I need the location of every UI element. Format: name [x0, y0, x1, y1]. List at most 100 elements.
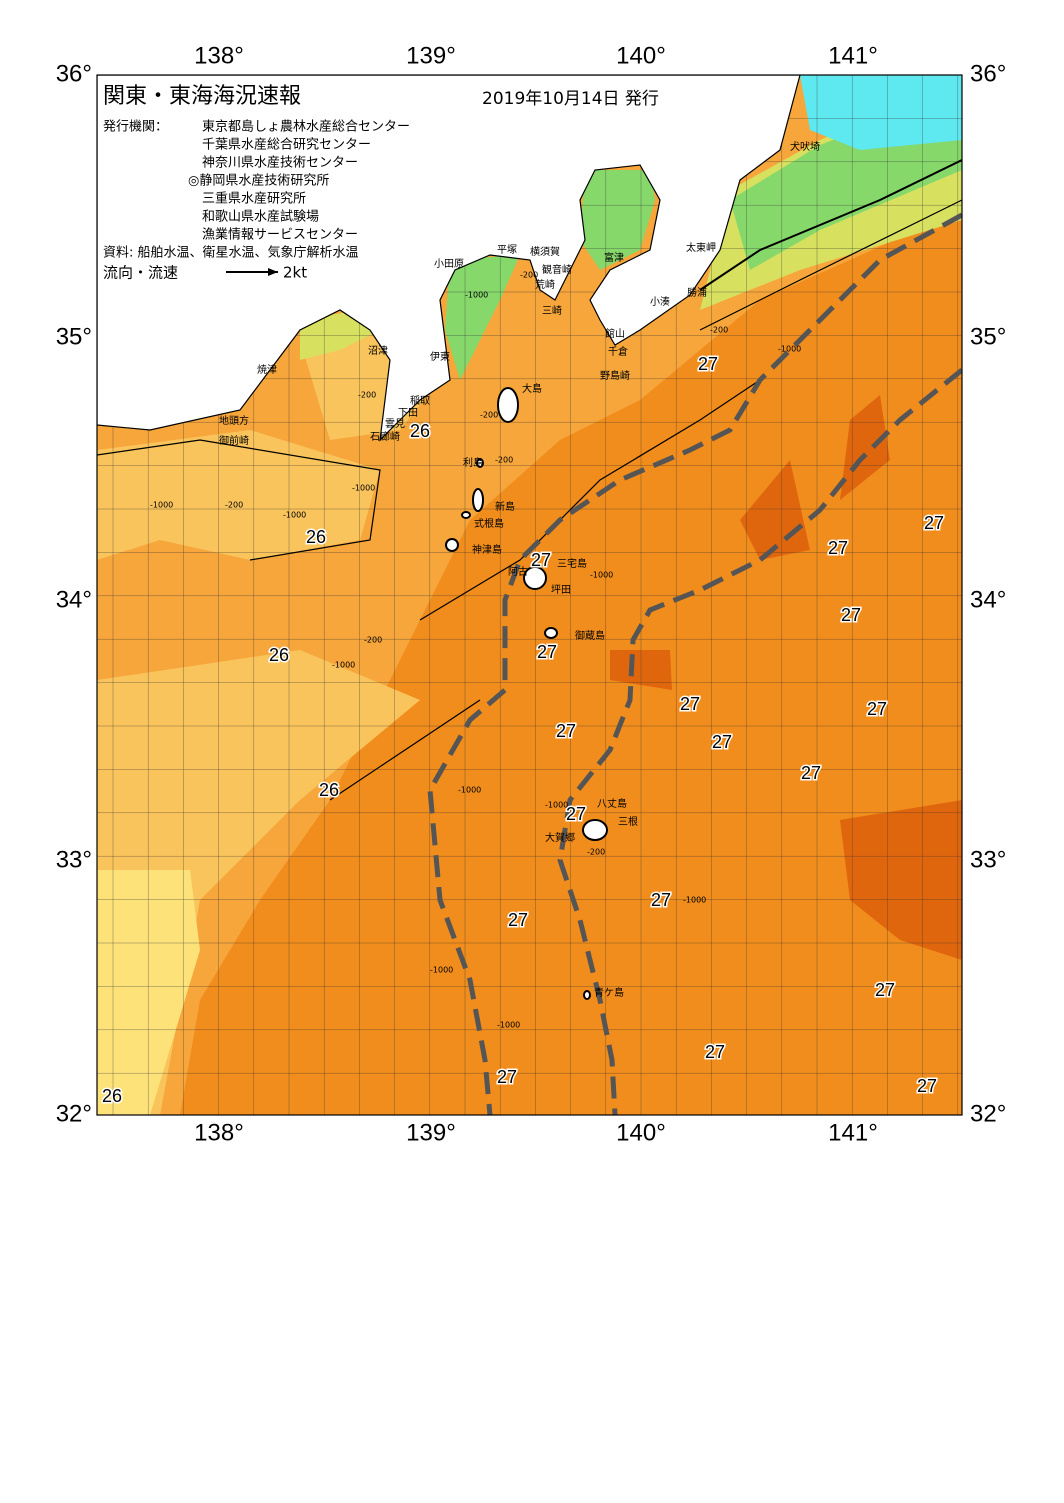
- depth-label: -200: [520, 271, 538, 280]
- temperature-label: 27: [651, 890, 671, 910]
- depth-label: -200: [225, 501, 243, 510]
- depth-label: -1000: [458, 786, 481, 795]
- place-label: 荒崎: [535, 278, 555, 291]
- latitude-label: 34°: [56, 586, 92, 613]
- latitude-label: 36°: [56, 60, 92, 87]
- longitude-label: 139°: [406, 42, 456, 69]
- temperature-label: 27: [841, 605, 861, 625]
- place-label: 新島: [495, 500, 515, 513]
- place-label: 神津島: [472, 543, 502, 556]
- island: [497, 387, 519, 423]
- temperature-label: 27: [917, 1076, 937, 1096]
- place-label: 三崎: [542, 304, 562, 317]
- place-label: 館山: [605, 327, 625, 340]
- depth-label: -1000: [430, 966, 453, 975]
- issuer: 神奈川県水産技術センター: [202, 155, 358, 171]
- latitude-label: 32°: [56, 1100, 92, 1127]
- place-label: 阿古: [508, 565, 528, 578]
- bay-cold-zone: [580, 170, 655, 270]
- place-label: 三宅島: [557, 557, 587, 570]
- place-label: 坪田: [551, 583, 571, 596]
- legend-label: 流向・流速: [103, 264, 178, 282]
- sea-cold-zone: [445, 255, 520, 380]
- place-label: 大島: [522, 382, 542, 395]
- map-area: [97, 75, 962, 1115]
- island: [583, 990, 591, 1000]
- place-label: 地頭方: [219, 414, 249, 427]
- islands: [445, 387, 608, 1000]
- place-label: 大賀郷: [545, 831, 575, 844]
- isotherm: [699, 159, 962, 291]
- kuroshio-path: [427, 212, 962, 1115]
- isotherm: [699, 199, 962, 331]
- temperature-label: 27: [566, 804, 586, 824]
- temperature-label: 26: [306, 527, 326, 547]
- legend-speed: 2kt: [283, 264, 307, 282]
- place-label: 平塚: [497, 244, 517, 256]
- latitude-label: 35°: [970, 323, 1006, 350]
- longitude-label: 138°: [194, 1119, 244, 1146]
- isotherm: [419, 379, 761, 621]
- issuer: 漁業情報サービスセンター: [202, 227, 358, 243]
- kuroshio-path: [557, 368, 962, 1115]
- island: [472, 488, 484, 512]
- issuer: 和歌山県水産試験場: [202, 209, 319, 225]
- sea-coldest-zone: [800, 75, 962, 150]
- longitude-label: 140°: [616, 42, 666, 69]
- temperature-label: 27: [875, 980, 895, 1000]
- island: [544, 627, 558, 639]
- place-label: 三根: [618, 815, 638, 828]
- place-label: 伊東: [430, 350, 450, 363]
- depth-label: -1000: [352, 484, 375, 493]
- place-label: 千倉: [608, 345, 628, 358]
- sea-28-zone: [840, 800, 962, 960]
- temperature-label: 27: [508, 910, 528, 930]
- issuer: 千葉県水産総合研究センター: [202, 137, 371, 153]
- depth-label: -1000: [332, 661, 355, 670]
- longitude-label: 139°: [406, 1119, 456, 1146]
- temperature-label: 26: [319, 780, 339, 800]
- place-label: 八丈島: [597, 797, 627, 810]
- place-label: 稲取: [410, 395, 430, 407]
- temperature-label: 27: [698, 354, 718, 374]
- place-label: 式根島: [474, 517, 504, 530]
- temperature-label: 27: [531, 550, 551, 570]
- place-label: 雲見: [385, 418, 405, 430]
- latitude-label: 33°: [56, 846, 92, 873]
- depth-label: -1000: [150, 501, 173, 510]
- place-label: 沼津: [368, 344, 388, 357]
- issuer: 東京都島しょ農林水産総合センター: [202, 119, 410, 135]
- latitude-label: 35°: [56, 323, 92, 350]
- land: [97, 75, 801, 442]
- depth-label: -1000: [283, 511, 306, 520]
- depth-label: -200: [710, 326, 728, 335]
- longitude-label: 140°: [616, 1119, 666, 1146]
- sea-28-zone: [840, 395, 890, 500]
- issuer-label: 発行機関：: [103, 120, 168, 135]
- depth-label: -1000: [545, 801, 568, 810]
- depth-label: -200: [480, 411, 498, 420]
- latitude-label: 34°: [970, 586, 1006, 613]
- place-label: 御前崎: [219, 434, 249, 447]
- issuer: 三重県水産研究所: [202, 191, 306, 207]
- place-label: 御蔵島: [575, 629, 605, 642]
- place-label: 小田原: [434, 258, 464, 270]
- temperature-label: 27: [705, 1042, 725, 1062]
- depth-label: -1000: [497, 1021, 520, 1030]
- isotherm: [97, 439, 381, 561]
- temperature-label: 27: [712, 732, 732, 752]
- depth-label: -1000: [465, 291, 488, 300]
- island: [461, 511, 471, 519]
- data-source: 資料: 船舶水温、衛星水温、気象庁解析水温: [103, 245, 359, 261]
- temperature-label: 27: [867, 699, 887, 719]
- place-label: 青ケ島: [594, 986, 624, 999]
- issuer: ◎静岡県水産技術研究所: [188, 173, 329, 189]
- depth-label: -200: [358, 391, 376, 400]
- depth-label: -200: [495, 456, 513, 465]
- island: [445, 538, 459, 552]
- place-label: 太東岬: [686, 241, 716, 254]
- sea-25-zone: [97, 430, 380, 560]
- depth-label: -200: [587, 848, 605, 857]
- place-label: 観音崎: [542, 263, 572, 276]
